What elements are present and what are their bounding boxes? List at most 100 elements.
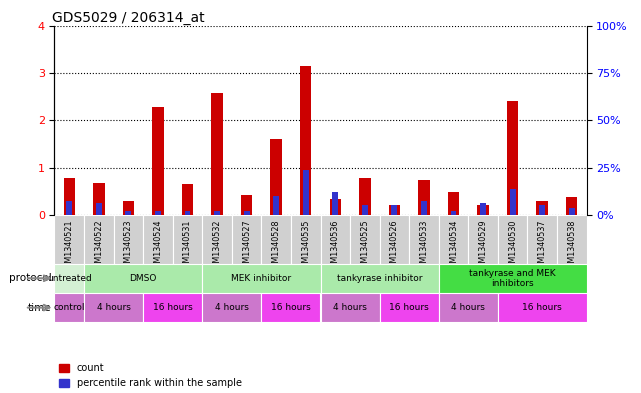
Bar bbox=[291, 26, 320, 215]
Bar bbox=[419, 180, 429, 215]
Bar bbox=[303, 170, 308, 215]
Bar bbox=[438, 26, 469, 215]
Bar bbox=[84, 26, 113, 215]
Text: GSM1340538: GSM1340538 bbox=[567, 219, 576, 272]
Bar bbox=[448, 191, 459, 215]
Bar bbox=[528, 215, 557, 264]
Bar bbox=[203, 26, 232, 215]
Text: GSM1340537: GSM1340537 bbox=[538, 219, 547, 273]
Text: GSM1340530: GSM1340530 bbox=[508, 219, 517, 272]
Bar bbox=[67, 201, 72, 215]
Text: time: time bbox=[28, 303, 51, 312]
Bar bbox=[379, 215, 409, 264]
Bar bbox=[54, 215, 84, 264]
Bar bbox=[182, 184, 193, 215]
Text: GSM1340529: GSM1340529 bbox=[479, 219, 488, 273]
Text: 16 hours: 16 hours bbox=[271, 303, 311, 312]
Bar bbox=[451, 211, 456, 215]
Bar bbox=[291, 215, 320, 264]
Bar bbox=[392, 205, 397, 215]
Bar bbox=[388, 205, 400, 215]
Bar bbox=[203, 215, 232, 264]
Bar bbox=[96, 204, 102, 215]
Bar bbox=[507, 101, 519, 215]
Bar bbox=[185, 211, 190, 215]
Bar bbox=[244, 211, 249, 215]
Bar bbox=[262, 26, 291, 215]
Bar bbox=[438, 215, 469, 264]
Text: GSM1340532: GSM1340532 bbox=[213, 219, 222, 273]
Bar bbox=[320, 26, 350, 215]
Bar bbox=[557, 26, 587, 215]
Bar bbox=[498, 293, 587, 322]
Text: 4 hours: 4 hours bbox=[97, 303, 131, 312]
Bar bbox=[350, 215, 379, 264]
Text: GSM1340535: GSM1340535 bbox=[301, 219, 310, 273]
Bar bbox=[359, 178, 370, 215]
Bar bbox=[113, 215, 143, 264]
Bar bbox=[203, 293, 262, 322]
Bar bbox=[421, 201, 427, 215]
Text: control: control bbox=[53, 303, 85, 312]
Bar bbox=[126, 211, 131, 215]
Text: tankyrase inhibitor: tankyrase inhibitor bbox=[337, 274, 422, 283]
Bar bbox=[155, 211, 161, 215]
Bar bbox=[273, 196, 279, 215]
Bar bbox=[510, 189, 515, 215]
Bar bbox=[84, 293, 143, 322]
Bar bbox=[262, 293, 320, 322]
Text: untreated: untreated bbox=[47, 274, 92, 283]
Bar bbox=[122, 201, 134, 215]
Bar bbox=[63, 178, 75, 215]
Text: GSM1340533: GSM1340533 bbox=[419, 219, 428, 272]
Bar bbox=[212, 93, 222, 215]
Bar bbox=[498, 215, 528, 264]
Bar bbox=[93, 183, 104, 215]
Text: GSM1340528: GSM1340528 bbox=[272, 219, 281, 273]
Bar bbox=[54, 264, 84, 293]
Bar bbox=[54, 293, 84, 322]
Bar bbox=[528, 26, 557, 215]
Bar bbox=[214, 211, 220, 215]
Bar bbox=[54, 26, 84, 215]
Bar bbox=[241, 195, 253, 215]
Bar bbox=[557, 215, 587, 264]
Bar bbox=[498, 26, 528, 215]
Bar bbox=[232, 26, 262, 215]
Text: DMSO: DMSO bbox=[129, 274, 157, 283]
Bar bbox=[480, 204, 486, 215]
Text: GSM1340526: GSM1340526 bbox=[390, 219, 399, 273]
Text: GSM1340525: GSM1340525 bbox=[360, 219, 369, 273]
Text: GSM1340531: GSM1340531 bbox=[183, 219, 192, 272]
Text: MEK inhibitor: MEK inhibitor bbox=[231, 274, 292, 283]
Bar bbox=[438, 264, 587, 293]
Bar bbox=[143, 215, 172, 264]
Bar bbox=[409, 215, 438, 264]
Bar bbox=[320, 293, 379, 322]
Text: 16 hours: 16 hours bbox=[153, 303, 192, 312]
Bar bbox=[362, 205, 368, 215]
Text: 16 hours: 16 hours bbox=[522, 303, 562, 312]
Bar bbox=[262, 215, 291, 264]
Bar bbox=[537, 201, 548, 215]
Text: GSM1340523: GSM1340523 bbox=[124, 219, 133, 273]
Bar bbox=[409, 26, 438, 215]
Bar bbox=[469, 26, 498, 215]
Bar bbox=[172, 215, 203, 264]
Bar bbox=[379, 293, 438, 322]
Bar bbox=[113, 26, 143, 215]
Bar bbox=[172, 26, 203, 215]
Bar bbox=[438, 293, 498, 322]
Bar bbox=[379, 26, 409, 215]
Text: GSM1340522: GSM1340522 bbox=[94, 219, 103, 273]
Text: 4 hours: 4 hours bbox=[333, 303, 367, 312]
Bar bbox=[469, 215, 498, 264]
Bar bbox=[143, 293, 203, 322]
Text: GSM1340534: GSM1340534 bbox=[449, 219, 458, 272]
Text: GSM1340527: GSM1340527 bbox=[242, 219, 251, 273]
Bar bbox=[143, 26, 172, 215]
Bar bbox=[569, 208, 574, 215]
Bar bbox=[478, 205, 488, 215]
Text: protocol: protocol bbox=[9, 273, 51, 283]
Bar bbox=[333, 191, 338, 215]
